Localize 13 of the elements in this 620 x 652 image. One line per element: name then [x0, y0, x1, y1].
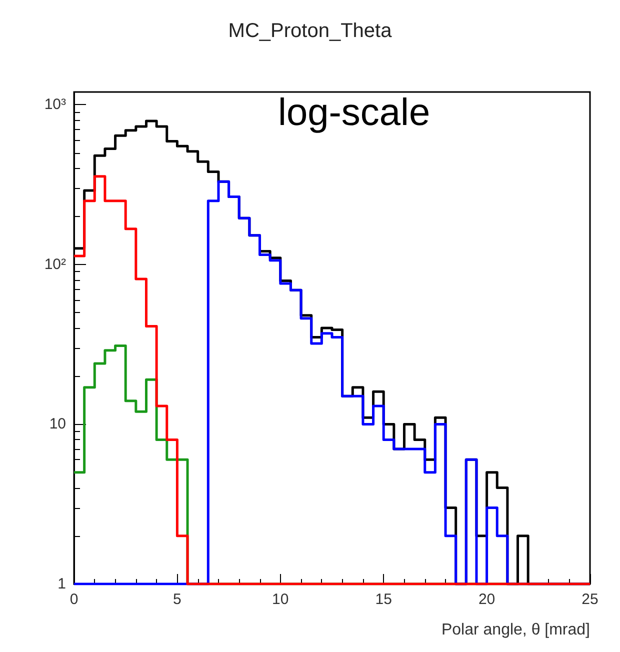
- y-tick-label: 10²: [44, 256, 66, 273]
- x-tick-label: 15: [375, 591, 392, 608]
- chart-title: MC_Proton_Theta: [228, 20, 393, 42]
- x-axis-title: Polar angle, θ [mrad]: [441, 622, 590, 638]
- y-tick-label: 10: [49, 416, 66, 433]
- x-tick-label: 20: [478, 591, 496, 608]
- y-tick-label: 1: [58, 576, 66, 592]
- x-tick-label: 25: [582, 591, 598, 608]
- y-tick-label: 10³: [44, 96, 66, 114]
- x-tick-label: 10: [272, 591, 289, 608]
- x-tick-label: 5: [173, 591, 182, 608]
- annotation: log-scale: [278, 92, 430, 134]
- x-tick-label: 0: [70, 591, 78, 608]
